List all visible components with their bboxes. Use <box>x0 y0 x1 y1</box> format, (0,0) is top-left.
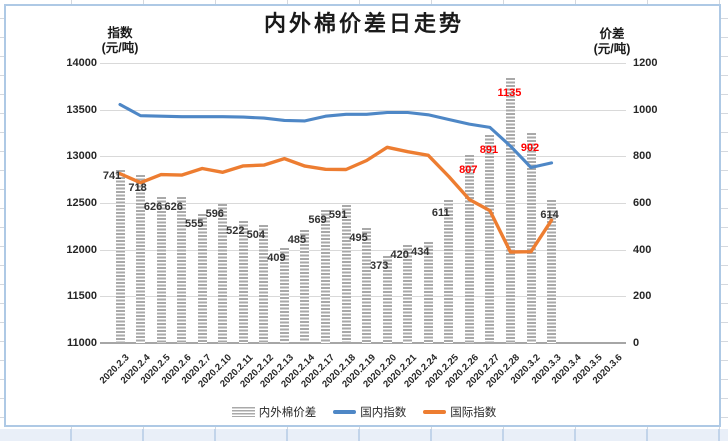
gridline <box>100 63 626 64</box>
line-swatch-icon <box>333 410 357 414</box>
legend-label: 国内指数 <box>360 407 407 419</box>
bar-swatch-icon <box>231 407 255 417</box>
legend-item-domestic-index: 国内指数 <box>333 404 406 420</box>
bar-value-label: 420 <box>390 249 409 261</box>
gridline <box>100 109 626 111</box>
legend-label: 国际指数 <box>450 407 497 419</box>
bar-value-label: 504 <box>246 229 266 242</box>
bar-value-label: 718 <box>128 182 147 195</box>
bar <box>156 196 166 343</box>
bar <box>485 135 495 343</box>
bar <box>218 203 228 343</box>
bar <box>444 200 454 343</box>
bar <box>423 241 433 343</box>
bar <box>197 213 207 343</box>
gridline <box>100 342 626 344</box>
bar <box>279 247 289 343</box>
bar-value-label: 902 <box>520 141 540 154</box>
bar <box>321 210 330 343</box>
bar <box>115 170 125 343</box>
left-axis-tick: 11500 <box>67 290 97 303</box>
bar-value-label: 1135 <box>497 87 522 100</box>
bar-value-label: 495 <box>349 231 368 244</box>
bar-value-label: 591 <box>328 209 348 222</box>
gridline <box>100 156 626 158</box>
bar-value-label: 614 <box>540 208 559 221</box>
bar-value-label: 555 <box>185 217 204 230</box>
bar <box>526 132 536 343</box>
bar-value-label: 596 <box>205 207 224 220</box>
bar-value-label: 569 <box>308 214 327 227</box>
left-axis-title-line2: (元/吨) <box>101 41 139 55</box>
bar <box>259 225 269 343</box>
legend-item-international-index: 国际指数 <box>423 404 496 420</box>
bar-value-label: 409 <box>267 251 286 264</box>
bar-value-label: 373 <box>369 259 389 272</box>
bar-value-label: 741 <box>102 170 122 183</box>
right-axis-title: 价差 (元/吨) <box>567 27 657 57</box>
bar <box>464 154 474 343</box>
bar-value-label: 626 <box>164 200 183 213</box>
bar-value-label: 891 <box>479 144 499 157</box>
bar-value-label: 522 <box>226 225 245 238</box>
bar-value-label: 807 <box>459 163 478 176</box>
left-axis-tick: 13500 <box>66 103 97 116</box>
bar <box>177 196 187 343</box>
bar <box>300 229 310 343</box>
right-axis-tick: 600 <box>633 197 652 209</box>
bar <box>136 175 146 343</box>
left-axis-title: 指数 (元/吨) <box>75 26 165 56</box>
sheet-highlighted-row <box>0 429 728 441</box>
bar <box>547 199 557 343</box>
bar-value-label: 611 <box>431 207 450 220</box>
right-axis-tick: 0 <box>633 337 640 349</box>
right-axis-tick: 200 <box>633 290 652 303</box>
bar <box>238 221 248 343</box>
bar-value-label: 485 <box>287 233 307 246</box>
bar <box>382 255 392 343</box>
right-axis-tick: 1200 <box>633 57 658 69</box>
right-axis-title-line2: (元/吨) <box>593 42 631 56</box>
bar-value-label: 434 <box>411 245 430 258</box>
right-axis-title-line1: 价差 <box>599 27 625 41</box>
bar <box>505 78 515 343</box>
right-axis-tick: 1000 <box>633 103 658 116</box>
left-axis-tick: 11000 <box>67 337 97 349</box>
legend-item-price-diff: 内外棉价差 <box>231 404 317 420</box>
left-axis-tick: 12000 <box>66 243 97 256</box>
line-swatch-icon <box>423 410 447 414</box>
left-axis-tick: 13000 <box>66 150 97 163</box>
chart-title: 内外棉价差日走势 <box>263 11 464 36</box>
left-axis-title-line1: 指数 <box>107 26 133 40</box>
bar <box>341 205 351 343</box>
right-axis-tick: 800 <box>633 150 652 163</box>
left-axis-tick: 14000 <box>66 57 97 69</box>
right-axis-tick: 400 <box>633 243 652 256</box>
left-axis-tick: 12500 <box>66 197 97 209</box>
legend: 内外棉价差 国内指数 国际指数 <box>0 404 728 420</box>
bar <box>362 227 372 343</box>
legend-label: 内外棉价差 <box>258 407 317 419</box>
bar <box>403 245 413 343</box>
bar-value-label: 626 <box>143 200 163 213</box>
